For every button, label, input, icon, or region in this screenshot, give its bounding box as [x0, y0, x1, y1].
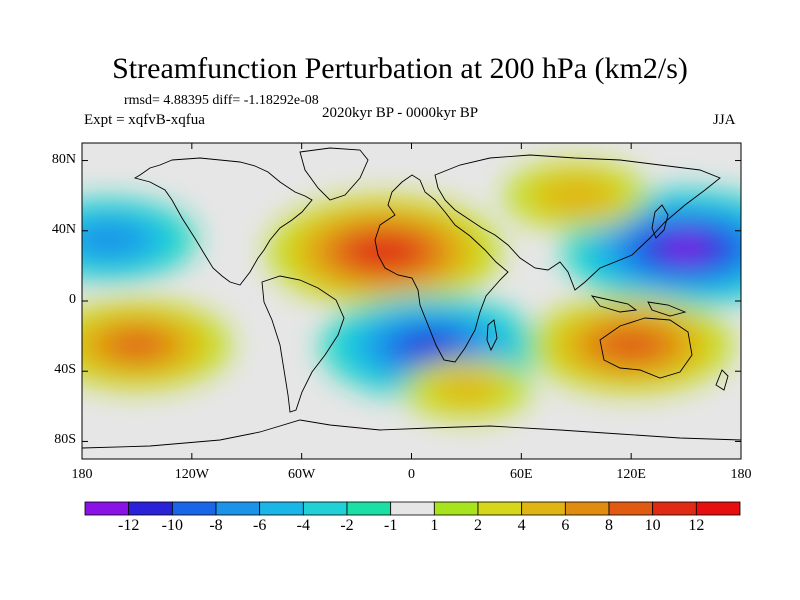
colorbar-label-12: 10 [644, 517, 661, 534]
colorbar-label-13: 12 [688, 517, 705, 534]
colorbar-label-11: 8 [605, 517, 613, 534]
coastline-south-america [261, 275, 345, 413]
colorbar-label-5: -2 [340, 517, 354, 534]
coastline-new-zealand [715, 369, 729, 391]
colorbar-swatch-12 [608, 501, 654, 516]
colorbar-swatch-0 [84, 501, 130, 516]
colorbar-swatch-9 [477, 501, 523, 516]
coastline-north-america [133, 157, 313, 286]
colorbar-label-3: -6 [252, 517, 267, 534]
coastline-asia [434, 154, 721, 291]
coastline-europe-africa [374, 174, 509, 363]
x-tick-label-2: 60W [288, 467, 316, 482]
y-tick-label-3: 40S [54, 362, 76, 378]
coastlines [82, 147, 741, 449]
colorbar-label-8: 2 [474, 517, 482, 534]
y-tick-label-4: 80S [54, 432, 76, 448]
colorbar-swatch-2 [171, 501, 217, 516]
colorbar-swatch-4 [259, 501, 304, 516]
y-tick-label-0: 80N [51, 151, 76, 167]
x-tick-label-5: 120E [616, 467, 646, 482]
colorbar-swatch-10 [521, 501, 566, 516]
field-feature-4 [112, 333, 162, 357]
x-tick-label-4: 60E [510, 467, 533, 482]
colorbar-swatch-7 [390, 501, 435, 516]
colorbar-label-7: 1 [430, 517, 439, 534]
field-feature-0 [360, 240, 408, 263]
coastline-japan [651, 204, 669, 239]
field-feature-2 [663, 237, 710, 260]
field-feature-6 [548, 182, 604, 209]
season-label: JJA [713, 112, 736, 128]
colorbar [84, 501, 741, 516]
colorbar-swatch-1 [128, 501, 173, 516]
colorbar-label-4: -4 [296, 517, 310, 534]
colorbar-label-9: 4 [517, 517, 526, 534]
coastline-madagascar [486, 319, 498, 352]
field-feature-5 [84, 227, 135, 252]
x-tick-label-3: 0 [408, 467, 415, 482]
x-tick-label-0: 180 [71, 467, 93, 482]
y-tick-label-1: 40N [51, 221, 76, 237]
coastline-new-guinea [647, 301, 687, 317]
chart-title: Streamfunction Perturbation at 200 hPa (… [112, 52, 688, 85]
field-feature-3 [607, 333, 656, 357]
colorbar-swatch-11 [564, 501, 610, 516]
colorbar-swatch-8 [433, 501, 479, 516]
coastline-antarctica [82, 419, 741, 449]
coastline-greenland [299, 147, 369, 201]
colorbar-swatch-3 [215, 501, 261, 516]
colorbar-label-6: -1 [383, 517, 398, 534]
x-tick-label-6: 180 [730, 467, 752, 482]
colorbar-swatch-6 [346, 501, 392, 516]
streamfunction-field [82, 161, 741, 420]
colorbar-label-1: -10 [161, 517, 183, 534]
field-feature-1 [406, 335, 454, 358]
period-label: 2020kyr BP - 0000kyr BP [322, 105, 479, 121]
colorbar-label-10: 6 [561, 517, 570, 534]
colorbar-swatch-5 [302, 501, 348, 516]
field-feature-7 [437, 374, 496, 403]
stats-label: rmsd= 4.88395 diff= -1.18292e-08 [124, 93, 319, 108]
colorbar-swatch-13 [652, 501, 697, 516]
colorbar-swatch-14 [695, 501, 741, 516]
experiment-label: Expt = xqfvB-xqfua [84, 112, 205, 128]
y-tick-label-2: 0 [69, 292, 76, 307]
colorbar-label-2: -8 [209, 517, 223, 534]
x-tick-label-1: 120W [174, 467, 209, 482]
colorbar-label-0: -12 [117, 517, 140, 534]
coastline-indonesia [590, 295, 638, 313]
coastline-australia [599, 317, 693, 379]
axis-ticks [81, 143, 742, 459]
